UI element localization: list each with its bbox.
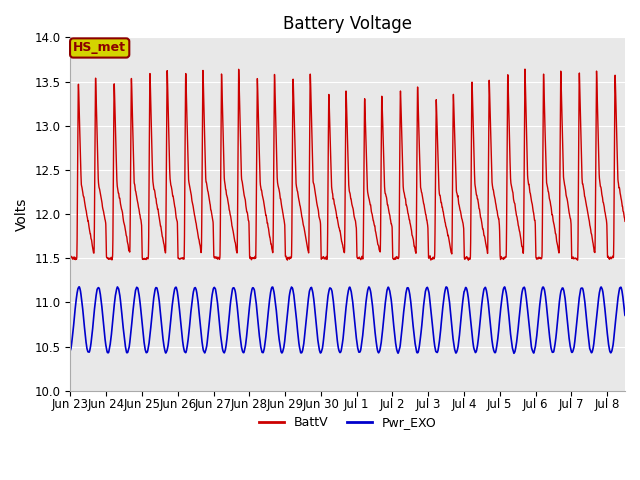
Line: BattV: BattV — [70, 69, 625, 260]
BattV — [573, 256, 580, 262]
BattV — [67, 253, 74, 259]
BattV — [109, 255, 116, 261]
Pwr_EXO — [109, 320, 116, 325]
Pwr_EXO — [76, 284, 83, 289]
Line: Pwr_EXO: Pwr_EXO — [70, 287, 625, 353]
Legend: BattV, Pwr_EXO: BattV, Pwr_EXO — [253, 411, 442, 434]
BattV — [522, 100, 530, 106]
Text: HS_met: HS_met — [73, 41, 126, 54]
Title: Battery Voltage: Battery Voltage — [284, 15, 412, 33]
Pwr_EXO — [573, 318, 580, 324]
BattV — [621, 218, 629, 224]
BattV — [464, 256, 472, 262]
Pwr_EXO — [67, 348, 74, 353]
Pwr_EXO — [464, 292, 472, 298]
Pwr_EXO — [522, 293, 530, 299]
BattV — [573, 257, 581, 263]
BattV — [213, 255, 221, 261]
Pwr_EXO — [214, 298, 221, 304]
BattV — [521, 66, 529, 72]
Y-axis label: Volts: Volts — [15, 197, 29, 231]
Pwr_EXO — [234, 306, 241, 312]
Pwr_EXO — [510, 350, 518, 356]
Pwr_EXO — [621, 312, 629, 318]
BattV — [234, 243, 241, 249]
